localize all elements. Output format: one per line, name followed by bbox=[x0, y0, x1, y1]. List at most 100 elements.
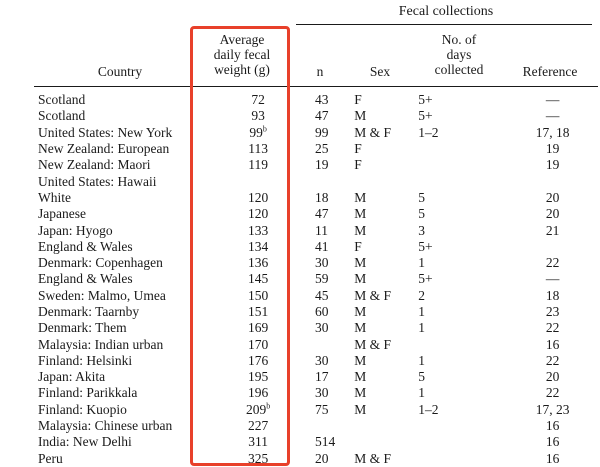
reference-cell-text: 20 bbox=[545, 369, 560, 385]
country-cell-text: England & Wales bbox=[38, 271, 133, 287]
sex-cell-text: M bbox=[354, 369, 367, 385]
sex-cell: M bbox=[354, 255, 418, 271]
reference-cell-text: — bbox=[545, 92, 560, 108]
reference-cell-text: 21 bbox=[545, 222, 560, 238]
reference-cell: 16 bbox=[511, 336, 594, 352]
reference-cell: 19 bbox=[511, 157, 594, 173]
weight-cell-text: 196 bbox=[247, 385, 269, 401]
country-cell-text: New Zealand: European bbox=[38, 141, 170, 157]
sex-cell: M bbox=[354, 108, 418, 124]
country-cell: New Zealand: European bbox=[38, 141, 201, 157]
n-cell: 11 bbox=[315, 222, 354, 238]
sex-cell: F bbox=[354, 157, 418, 173]
days-cell-text: 3 bbox=[418, 222, 426, 238]
weight-cell-text: 150 bbox=[247, 287, 269, 303]
weight-cell: 311 bbox=[201, 434, 315, 450]
document-page: Fecal collections Country Average daily … bbox=[34, 4, 598, 466]
weight-cell-text: 145 bbox=[247, 271, 269, 287]
days-cell: 1–2 bbox=[418, 125, 511, 141]
n-cell bbox=[315, 336, 354, 352]
sex-cell-text: M bbox=[354, 206, 367, 222]
days-cell-text: 1 bbox=[418, 352, 426, 368]
weight-cell: 119 bbox=[201, 157, 315, 173]
n-cell: 30 bbox=[315, 255, 354, 271]
fecal-weight-table: Scotland 72 43 F 5+ — Scotland 93 47 M 5+ — United S… bbox=[38, 92, 594, 467]
reference-cell: 19 bbox=[511, 141, 594, 157]
reference-cell: 22 bbox=[511, 255, 594, 271]
n-cell: 43 bbox=[315, 92, 354, 108]
reference-cell bbox=[511, 173, 594, 189]
n-cell: 99 bbox=[315, 125, 354, 141]
sex-cell-text: M bbox=[354, 401, 367, 417]
days-cell: 1 bbox=[418, 320, 511, 336]
n-cell bbox=[315, 418, 354, 434]
country-cell: Japan: Akita bbox=[38, 369, 201, 385]
weight-cell-text: 169 bbox=[247, 320, 269, 336]
weight-cell-text: 99 bbox=[249, 124, 263, 140]
days-cell: 5+ bbox=[418, 239, 511, 255]
days-cell-text: 1 bbox=[418, 304, 426, 319]
reference-cell-text: 22 bbox=[545, 320, 560, 336]
weight-cell-text: 120 bbox=[247, 189, 269, 205]
sex-cell bbox=[354, 173, 418, 189]
weight-cell: 325 bbox=[201, 451, 315, 467]
table-row: Japan: Akita 195 17 M 5 20 bbox=[38, 369, 594, 385]
n-cell-text: 17 bbox=[314, 369, 329, 385]
table-row: Sweden: Malmo, Umea 150 45 M & F 2 18 bbox=[38, 288, 594, 304]
weight-cell: 133 bbox=[201, 222, 315, 238]
table-row: Denmark: Taarnby 151 60 M 1 23 bbox=[38, 304, 594, 320]
country-cell: White bbox=[38, 190, 201, 206]
weight-cell: 72 bbox=[201, 92, 315, 108]
days-cell bbox=[418, 173, 511, 189]
reference-cell-text: — bbox=[545, 271, 560, 287]
weight-cell-text: 134 bbox=[247, 238, 269, 254]
reference-cell-text: 23 bbox=[545, 304, 560, 319]
country-cell-text: Finland: Kuopio bbox=[38, 401, 127, 417]
reference-cell-text: 16 bbox=[545, 336, 560, 352]
reference-cell-text: 16 bbox=[545, 418, 560, 434]
sex-cell: M & F bbox=[354, 451, 418, 467]
span-header-rule bbox=[296, 24, 592, 25]
country-cell-text: White bbox=[38, 189, 71, 205]
days-cell bbox=[418, 157, 511, 173]
sex-cell: M bbox=[354, 222, 418, 238]
table-row: Malaysia: Chinese urban 227 16 bbox=[38, 418, 594, 434]
table-row: United States: New York 99b 99 M & F 1–2 17, … bbox=[38, 125, 594, 141]
sex-cell: M bbox=[354, 369, 418, 385]
country-cell: England & Wales bbox=[38, 239, 201, 255]
sex-cell: M & F bbox=[354, 125, 418, 141]
weight-cell: 195 bbox=[201, 369, 315, 385]
country-cell: New Zealand: Maori bbox=[38, 157, 201, 173]
n-cell-text: 20 bbox=[314, 450, 329, 466]
table-row: Scotland 72 43 F 5+ — bbox=[38, 92, 594, 108]
n-cell: 30 bbox=[315, 385, 354, 401]
table-row: White 120 18 M 5 20 bbox=[38, 190, 594, 206]
weight-cell-text: 93 bbox=[251, 108, 265, 124]
n-cell bbox=[315, 173, 354, 189]
reference-cell-text: 19 bbox=[545, 141, 560, 157]
sex-cell bbox=[354, 418, 418, 434]
reference-cell: 16 bbox=[511, 451, 594, 467]
country-cell: United States: New York bbox=[38, 125, 201, 141]
n-cell: 18 bbox=[315, 190, 354, 206]
n-cell: 19 bbox=[315, 157, 354, 173]
sex-cell-text: M & F bbox=[354, 124, 391, 140]
country-cell: Japan: Hyogo bbox=[38, 222, 201, 238]
reference-cell: 16 bbox=[511, 418, 594, 434]
country-cell: Finland: Helsinki bbox=[38, 353, 201, 369]
weight-cell: 113 bbox=[201, 141, 315, 157]
reference-cell: 17, 18 bbox=[511, 125, 594, 141]
n-cell-text: 45 bbox=[314, 287, 329, 303]
weight-cell: 134 bbox=[201, 239, 315, 255]
reference-cell-text: — bbox=[545, 108, 560, 124]
col-header-country: Country bbox=[97, 64, 143, 79]
country-cell-text: England & Wales bbox=[38, 238, 133, 254]
days-cell: 5+ bbox=[418, 108, 511, 124]
weight-cell-text: 176 bbox=[247, 352, 269, 368]
country-cell-text: Scotland bbox=[38, 92, 86, 108]
reference-cell: 23 bbox=[511, 304, 594, 320]
weight-cell: 136 bbox=[201, 255, 315, 271]
sex-cell-text: M & F bbox=[354, 287, 391, 303]
country-cell-text: United States: Hawaii bbox=[38, 173, 157, 189]
n-cell-text: 30 bbox=[314, 255, 329, 271]
